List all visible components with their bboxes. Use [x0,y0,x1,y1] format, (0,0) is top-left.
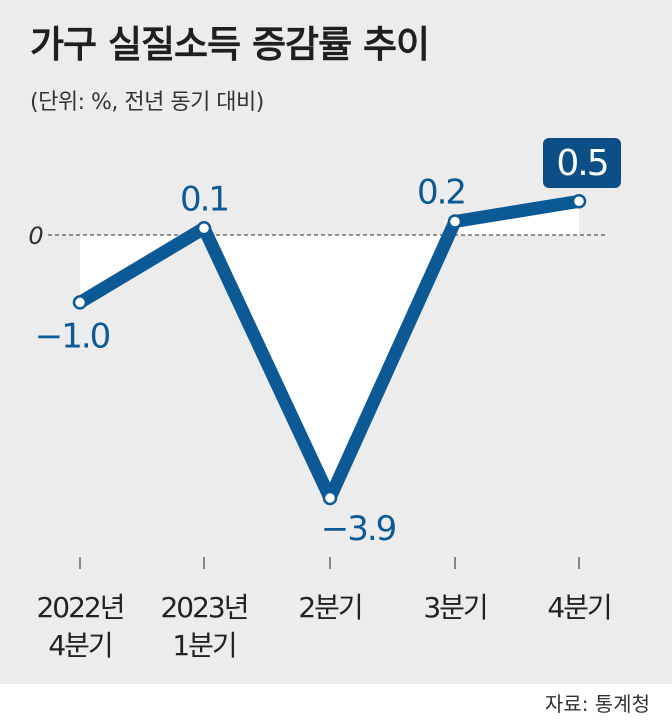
value-label: 0.1 [180,179,228,219]
x-tick-label: 4분기 [48,629,111,662]
chart-subtitle: (단위: %, 전년 동기 대비) [30,90,264,115]
x-tick-label: 4분기 [547,591,610,624]
data-point [322,490,338,506]
x-tick-label: 2023년 [160,591,247,624]
data-point [196,221,212,236]
x-tick-label: 3분기 [423,591,486,624]
highlight-label-box [543,138,621,188]
value-label: −1.0 [35,316,110,356]
value-label: −3.9 [321,509,396,549]
value-label: 0.2 [417,173,465,213]
x-tick-label: 2분기 [298,591,361,624]
x-tick-label: 1분기 [172,629,235,662]
data-point [571,194,587,209]
data-point [72,295,88,310]
footer-band [0,684,672,723]
value-label: 0.5 [556,143,607,184]
chart-title: 가구 실질소득 증감률 추이 [30,23,430,66]
source-note: 자료: 통계청 [544,692,650,716]
area-fill [80,201,579,499]
zero-label: 0 [28,222,43,250]
data-point [447,214,463,229]
x-tick-label: 2022년 [36,591,123,624]
